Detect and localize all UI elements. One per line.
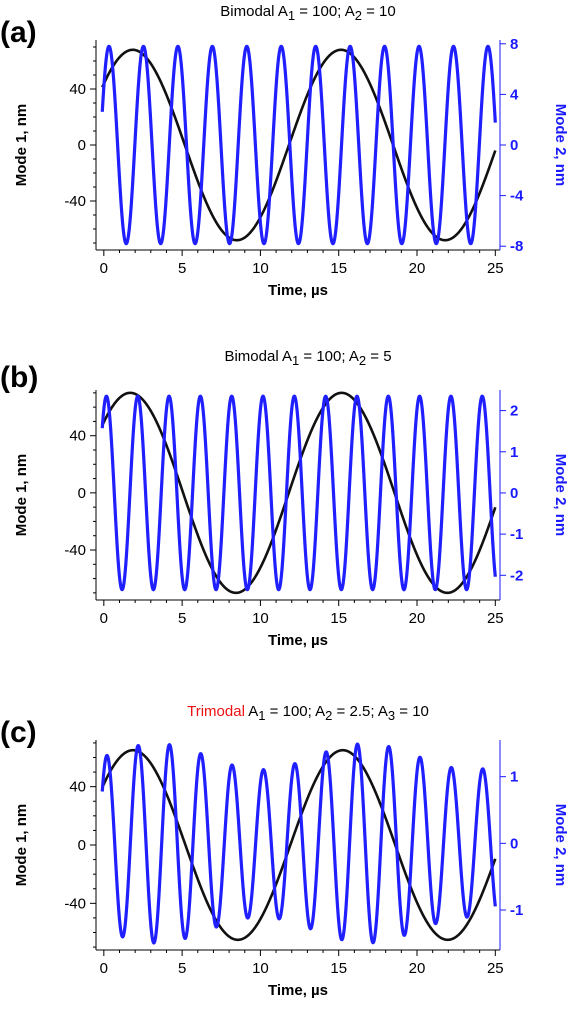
chart-title: Bimodal A1 = 100; A2 = 10 — [220, 3, 395, 23]
y2-axis-label: Mode 2, nm — [552, 804, 569, 887]
y2-tick-label: -1 — [510, 526, 523, 543]
series-mode-1-line — [101, 48, 497, 242]
y-tick-label: 0 — [78, 137, 86, 154]
x-tick-label: 10 — [252, 960, 269, 977]
series-mode-1-line — [101, 748, 497, 942]
x-tick-label: 5 — [178, 960, 186, 977]
y2-tick-label: 8 — [510, 36, 518, 53]
x-tick-label: 25 — [487, 260, 504, 277]
panel-c: (c) Trimodal A1 = 100; A2 = 2.5; A3 = 10 0… — [0, 703, 569, 999]
y-tick-label: 0 — [78, 485, 86, 502]
y2-tick-label: -2 — [510, 567, 523, 584]
y2-tick-label: 2 — [510, 403, 518, 420]
y2-tick-label: 4 — [510, 86, 519, 103]
y2-tick-label: 1 — [510, 444, 518, 461]
x-tick-label: 0 — [100, 260, 108, 277]
series-mode-1-line — [101, 391, 497, 595]
x-tick-label: 15 — [330, 960, 347, 977]
y-axis-label: Mode 1, nm — [13, 454, 30, 537]
series-mode-2-line — [100, 742, 497, 945]
x-axis-label: Time, µs — [268, 632, 328, 649]
x-tick-label: 25 — [487, 960, 504, 977]
y2-axis-label: Mode 2, nm — [552, 104, 569, 187]
panel-a: (a) Bimodal A1 = 100; A2 = 10 0 5 10 15 20 25 -4… — [0, 3, 569, 299]
y2-tick-label: 0 — [510, 137, 518, 154]
y-tick-label: -40 — [64, 193, 86, 210]
y2-axis-label: Mode 2, nm — [552, 454, 569, 537]
y-tick-label: 0 — [78, 837, 86, 854]
x-tick-label: 20 — [409, 960, 426, 977]
panel-letter: (b) — [0, 361, 38, 394]
x-tick-label: 25 — [487, 610, 504, 627]
chart-title: Trimodal A1 = 100; A2 = 2.5; A3 = 10 — [187, 703, 429, 723]
x-tick-label: 10 — [252, 260, 269, 277]
series-mode-2-line — [100, 394, 497, 592]
y2-tick-label: 1 — [510, 769, 518, 786]
chart-title: Bimodal A1 = 100; A2 = 5 — [224, 348, 391, 368]
x-tick-label: 20 — [409, 260, 426, 277]
y2-tick-label: 0 — [510, 485, 518, 502]
x-tick-label: 15 — [330, 260, 347, 277]
x-tick-label: 5 — [178, 260, 186, 277]
panel-b: (b)Bimodal A1 = 100; A2 = 50 5 10 15 20 25-40… — [0, 348, 569, 649]
x-tick-label: 20 — [409, 610, 426, 627]
y-tick-label: 40 — [69, 779, 86, 796]
y2-tick-label: -4 — [510, 188, 524, 205]
y2-tick-label: -1 — [510, 902, 523, 919]
y-tick-label: 40 — [69, 428, 86, 445]
y-axis-label: Mode 1, nm — [13, 104, 30, 187]
y-tick-label: -40 — [64, 542, 86, 559]
y2-tick-label: 0 — [510, 835, 518, 852]
panel-letter: (a) — [0, 16, 37, 49]
x-tick-label: 10 — [252, 610, 269, 627]
x-axis-label: Time, µs — [268, 282, 328, 299]
y-tick-label: 40 — [69, 81, 86, 98]
y-tick-label: -40 — [64, 895, 86, 912]
x-tick-label: 15 — [330, 610, 347, 627]
x-axis-label: Time, µs — [268, 982, 328, 999]
x-tick-label: 5 — [178, 610, 186, 627]
panel-letter: (c) — [0, 716, 37, 749]
series-mode-2-line — [100, 44, 497, 246]
x-tick-label: 0 — [100, 960, 108, 977]
y2-tick-label: -8 — [510, 238, 523, 255]
y-axis-label: Mode 1, nm — [13, 804, 30, 887]
x-tick-label: 0 — [100, 610, 108, 627]
